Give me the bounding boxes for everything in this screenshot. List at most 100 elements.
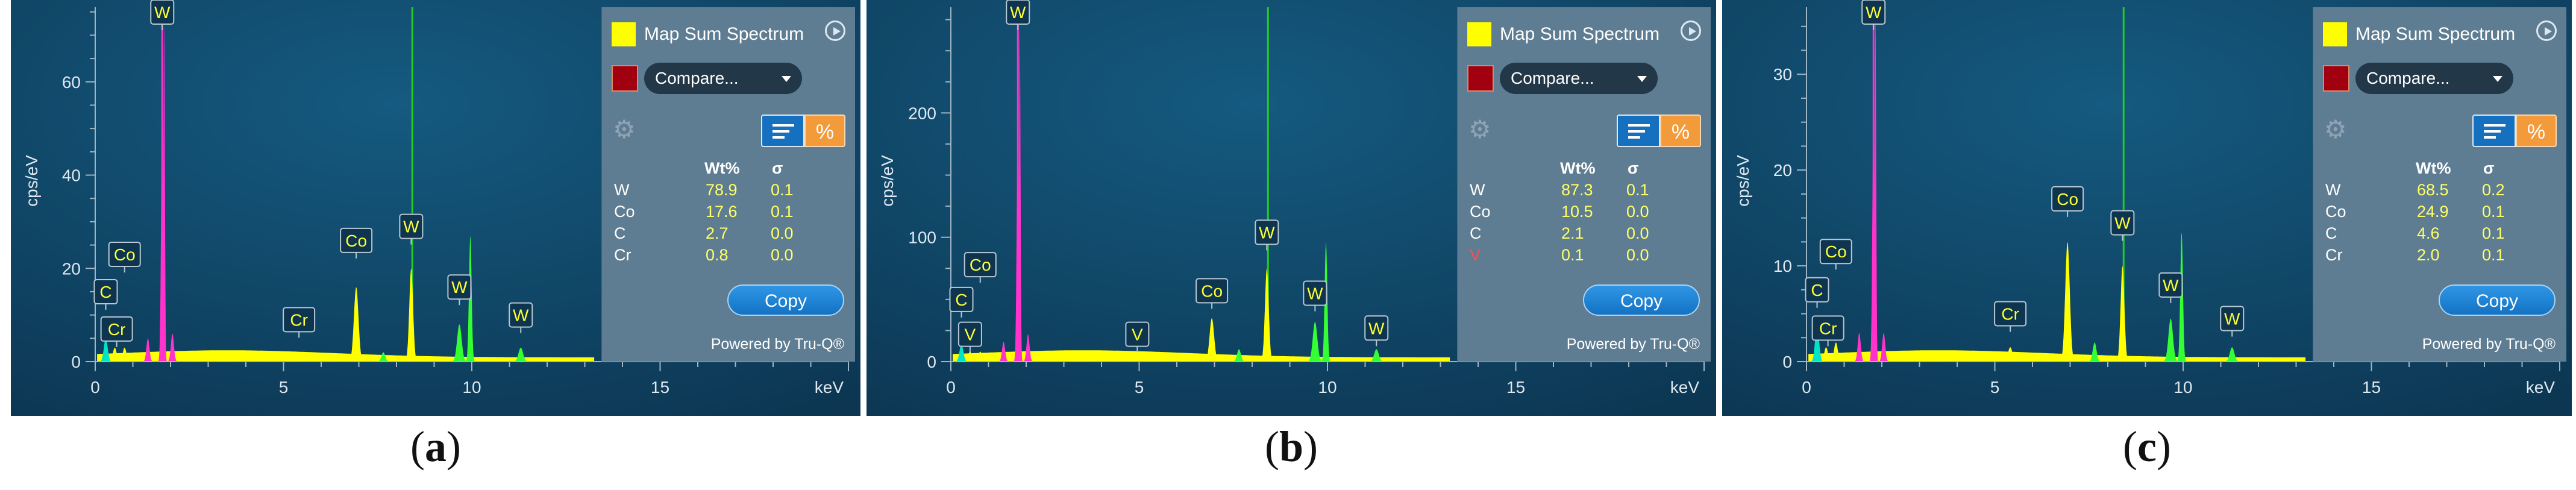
play-icon[interactable] xyxy=(825,20,845,41)
spectrum-peak xyxy=(403,268,419,362)
spectrum-peak xyxy=(997,342,1010,362)
y-tick-label: 20 xyxy=(62,259,81,278)
svg-text:Cr: Cr xyxy=(1819,319,1837,338)
chart-panel: 0 5 10 15 keV 0 20 40 60 cps/eV W C Co Cr Co W Cr W W Map S… xyxy=(11,0,860,416)
table-row: C 2.1 0.0 xyxy=(1470,224,1705,246)
chart-panel: 0 5 10 15 keV 0 100 200 cps/eV W C Co V V Co W W W Map Sum… xyxy=(867,0,1716,416)
table-cell: 17.6 xyxy=(706,203,738,221)
peak-label: Cr xyxy=(100,316,133,347)
legend-compare-row xyxy=(1467,64,1502,92)
legend-panel: Map Sum Spectrum Compare... ⚙% Wt% σ W 78.9 0.1… xyxy=(601,7,855,362)
gear-icon[interactable]: ⚙ xyxy=(1468,115,1491,143)
spectrum-peak xyxy=(2114,266,2130,362)
spectrum-peak xyxy=(375,352,391,362)
copy-button[interactable]: Copy xyxy=(727,284,844,316)
percent-view-button[interactable]: % xyxy=(2516,115,2557,147)
table-cell: 68.5 xyxy=(2417,181,2449,199)
y-tick-label: 0 xyxy=(927,353,936,371)
play-icon[interactable] xyxy=(1681,20,1701,41)
series-swatch-red xyxy=(2323,65,2349,92)
spectrum-peak xyxy=(1810,323,1825,362)
gear-icon[interactable]: ⚙ xyxy=(2324,115,2347,143)
table-cell: Cr xyxy=(614,246,631,264)
table-header-cell: σ xyxy=(772,159,783,177)
table-cell: 2.1 xyxy=(1561,224,1584,242)
table-cell: 78.9 xyxy=(706,181,738,199)
table-header: Wt% σ xyxy=(614,159,849,181)
svg-text:C: C xyxy=(1811,281,1823,300)
table-cell: C xyxy=(2325,224,2337,242)
table-cell: C xyxy=(1470,224,1482,242)
legend-panel: Map Sum Spectrum Compare... ⚙% Wt% σ W 87.3 0.1… xyxy=(1457,7,1711,362)
copy-button[interactable]: Copy xyxy=(2439,284,2556,316)
x-tick-label: 0 xyxy=(946,378,956,397)
svg-text:Co: Co xyxy=(2057,190,2078,209)
peak-label: Cr xyxy=(283,307,316,338)
svg-text:W: W xyxy=(1866,3,1882,22)
table-row: C 4.6 0.1 xyxy=(2325,224,2560,246)
spectrum-peak xyxy=(107,347,122,362)
chart-panel: 0 5 10 15 keV 0 10 20 30 cps/eV W C Co Cr Cr Co W W W Map S… xyxy=(1722,0,2572,416)
series-swatch-red xyxy=(612,65,638,92)
spectrum-peak xyxy=(1828,342,1844,362)
table-row: W 68.5 0.2 xyxy=(2325,181,2560,203)
series-swatch-yellow xyxy=(612,22,636,46)
series-swatch-red xyxy=(1467,65,1494,92)
panel-caption: (b) xyxy=(1264,422,1318,471)
table-cell: 0.8 xyxy=(706,246,729,264)
x-tick-label: 10 xyxy=(462,378,481,397)
list-view-button[interactable] xyxy=(761,115,804,147)
table-cell: 0.1 xyxy=(2482,246,2505,264)
table-cell: W xyxy=(614,181,630,199)
compare-dropdown[interactable]: Compare... xyxy=(1500,63,1658,94)
svg-text:C: C xyxy=(955,291,967,309)
peak-label: W xyxy=(1255,219,1279,251)
table-row: V 0.1 0.0 xyxy=(1470,246,1705,268)
y-axis-label: cps/eV xyxy=(1734,155,1752,207)
table-cell: 0.1 xyxy=(2482,203,2505,221)
svg-text:V: V xyxy=(965,325,976,344)
x-tick-label: 10 xyxy=(1318,378,1337,397)
list-view-button[interactable] xyxy=(2472,115,2516,147)
x-axis-label: keV xyxy=(815,378,844,397)
table-row: C 2.7 0.0 xyxy=(614,224,849,246)
peak-label: C xyxy=(1805,277,1829,308)
table-header-cell: Wt% xyxy=(2416,159,2451,177)
svg-text:W: W xyxy=(1307,284,1323,303)
peak-label: Cr xyxy=(1994,301,2027,332)
compare-dropdown[interactable]: Compare... xyxy=(2355,63,2513,94)
svg-text:W: W xyxy=(154,3,171,22)
panel-caption: (a) xyxy=(410,422,461,471)
list-view-button[interactable] xyxy=(1617,115,1660,147)
percent-view-button[interactable]: % xyxy=(804,115,845,147)
table-cell: 0.1 xyxy=(1626,181,1649,199)
peak-label: C xyxy=(949,286,974,318)
y-axis-label: cps/eV xyxy=(22,155,41,207)
copy-button[interactable]: Copy xyxy=(1583,284,1700,316)
peak-label: Co xyxy=(1196,278,1229,309)
spectrum-peak xyxy=(1017,25,1023,362)
table-cell: 0.0 xyxy=(771,246,794,264)
table-row: W 87.3 0.1 xyxy=(1470,181,1705,203)
svg-text:W: W xyxy=(513,306,529,325)
y-tick-label: 0 xyxy=(71,353,81,371)
table-cell: 0.0 xyxy=(1626,224,1649,242)
series-swatch-yellow xyxy=(2323,22,2347,46)
powered-by-label: Powered by Tru-Q® xyxy=(1566,336,1700,353)
composition-table: Wt% σ W 78.9 0.1 Co 17.6 0.1 C 2.7 0.0 Cr 0.8 0.0 xyxy=(614,159,849,268)
gear-icon[interactable]: ⚙ xyxy=(613,115,636,143)
x-tick-label: 15 xyxy=(651,378,669,397)
table-cell: W xyxy=(1470,181,1485,199)
x-tick-label: 5 xyxy=(1135,378,1144,397)
compare-dropdown[interactable]: Compare... xyxy=(644,63,802,94)
spectrum-peak xyxy=(166,333,179,362)
play-icon[interactable] xyxy=(2536,20,2557,41)
svg-text:W: W xyxy=(2163,276,2179,295)
percent-view-button[interactable]: % xyxy=(1660,115,1701,147)
x-tick-label: 0 xyxy=(1802,378,1811,397)
peak-label: Co xyxy=(2051,186,2084,217)
spectrum-peak xyxy=(2223,347,2242,362)
x-axis-label: keV xyxy=(1670,378,1700,397)
svg-text:Cr: Cr xyxy=(290,310,308,329)
table-header: Wt% σ xyxy=(2325,159,2560,181)
